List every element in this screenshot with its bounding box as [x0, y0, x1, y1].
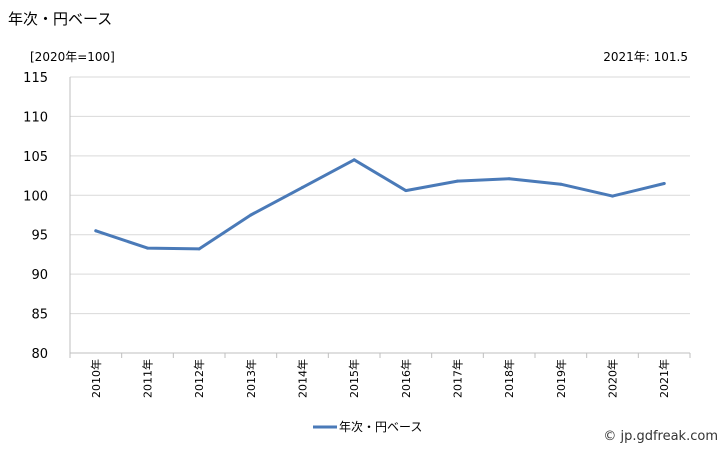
x-tick-label-2019年: 2019年	[554, 359, 568, 398]
data-point-2020年	[611, 194, 614, 198]
watermark: © jp.gdfreak.com	[603, 429, 718, 444]
data-point-2013年	[249, 213, 253, 217]
data-point-2018年	[507, 177, 511, 181]
legend-label: 年次・円ベース	[339, 420, 422, 434]
y-tick-label-115: 115	[23, 71, 48, 86]
x-tick-label-2020年: 2020年	[606, 359, 620, 398]
x-tick-labels: 2010年 2011年 2012年 2013年 2014年 2015年 2016年 2017年…	[89, 359, 671, 398]
data-point-2014年	[301, 185, 304, 189]
x-tick-label-2014年: 2014年	[296, 359, 310, 398]
data-point-2021年	[662, 181, 666, 185]
grid-lines	[70, 76, 690, 354]
y-tick-labels: 80 85 90 95 100 105 110 115	[23, 71, 48, 362]
series-line-0	[94, 158, 666, 251]
x-tick-label-2012年: 2012年	[192, 359, 206, 398]
x-tick-label-2013年: 2013年	[244, 359, 258, 398]
data-point-2011年	[146, 246, 149, 250]
y-tick-label-85: 85	[31, 308, 48, 323]
y-tick-label-105: 105	[23, 150, 48, 165]
x-tick-label-2017年: 2017年	[451, 359, 465, 398]
x-tick-label-2010年: 2010年	[89, 359, 103, 398]
y-tick-label-80: 80	[31, 347, 48, 362]
axes	[69, 77, 691, 358]
y-tick-label-110: 110	[23, 110, 48, 125]
y-tick-label-95: 95	[31, 229, 48, 244]
latest-value-label: 2021年: 101.5	[603, 50, 688, 64]
data-point-2016年	[404, 189, 408, 193]
x-tick-label-2016年: 2016年	[399, 359, 413, 398]
series-layer	[94, 158, 666, 251]
data-point-2019年	[559, 182, 563, 186]
x-tick-label-2015年: 2015年	[347, 359, 361, 398]
x-tick-label-2021年: 2021年	[657, 359, 671, 398]
data-point-2010年	[94, 229, 98, 233]
x-tick-label-2011年: 2011年	[141, 359, 155, 398]
data-point-2017年	[456, 179, 459, 183]
y-axis-unit-label: [2020年=100]	[30, 50, 115, 64]
legend: 年次・円ベース	[313, 420, 422, 434]
x-tick-label-2018年: 2018年	[502, 359, 516, 398]
y-tick-label-100: 100	[23, 189, 48, 204]
data-point-2015年	[352, 158, 356, 162]
chart-title: 年次・円ベース	[8, 10, 113, 28]
data-point-2012年	[197, 247, 201, 251]
y-tick-label-90: 90	[31, 268, 48, 283]
